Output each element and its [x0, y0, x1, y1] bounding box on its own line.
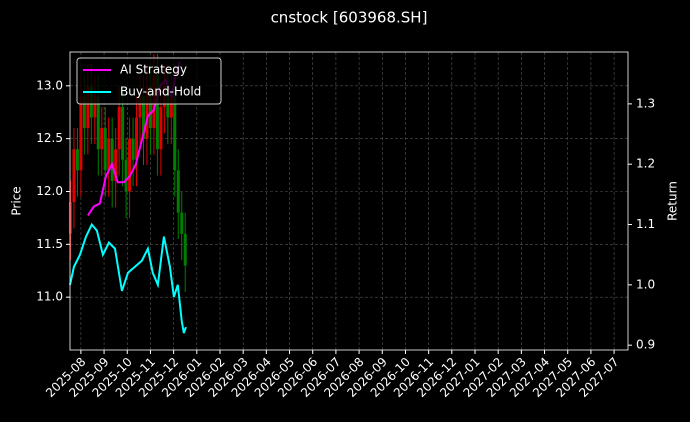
y2-tick-label: 1.2: [636, 157, 655, 171]
candle-body: [100, 128, 104, 150]
y-tick-label: 12.0: [36, 184, 63, 198]
y-tick-label: 12.5: [36, 131, 63, 145]
candle-body: [145, 85, 149, 139]
candle-body: [131, 138, 135, 160]
plot-frame: [69, 51, 629, 351]
y2-tick-label: 0.9: [636, 338, 655, 352]
candle-body: [148, 85, 152, 129]
candle-body: [110, 138, 114, 181]
candle-body: [155, 75, 159, 150]
y-tick-label: 11.0: [36, 290, 63, 304]
candle-body: [82, 96, 86, 129]
chart-title: cnstock [603968.SH]: [271, 9, 428, 27]
candle-body: [135, 117, 139, 160]
candle-body: [141, 96, 145, 139]
candle-body: [68, 202, 72, 234]
candle-body: [103, 128, 107, 171]
y-axis-label: Price: [10, 186, 24, 215]
candle-body: [96, 96, 100, 150]
candle-body: [176, 170, 180, 213]
candle-body: [183, 233, 187, 266]
legend-label: Buy-and-Hold: [120, 85, 201, 99]
candle-body: [107, 138, 111, 171]
candle-body: [121, 106, 125, 160]
y2-tick-label: 1.0: [636, 277, 655, 291]
legend-box: [76, 57, 222, 105]
candle-body: [114, 149, 118, 181]
candle-body: [180, 212, 184, 234]
candle-body: [72, 149, 76, 203]
candle-body: [75, 149, 79, 171]
y2-tick-label: 1.1: [636, 217, 655, 231]
y-tick-label: 13.0: [36, 78, 63, 92]
candle-body: [169, 96, 173, 118]
candle-body: [79, 96, 83, 171]
candle-body: [86, 85, 90, 129]
candle-body: [124, 159, 128, 192]
candle-body: [138, 96, 142, 118]
legend-label: AI Strategy: [120, 63, 187, 77]
return-line: [69, 222, 187, 334]
y2-axis-label: Return: [666, 181, 680, 221]
candle-body: [117, 106, 121, 150]
candle-body: [93, 96, 97, 118]
y-tick-label: 11.5: [36, 237, 63, 251]
candle-body: [159, 106, 163, 150]
candle-body: [173, 96, 177, 171]
candle-body: [128, 138, 132, 192]
y2-tick-label: 1.3: [636, 96, 655, 110]
